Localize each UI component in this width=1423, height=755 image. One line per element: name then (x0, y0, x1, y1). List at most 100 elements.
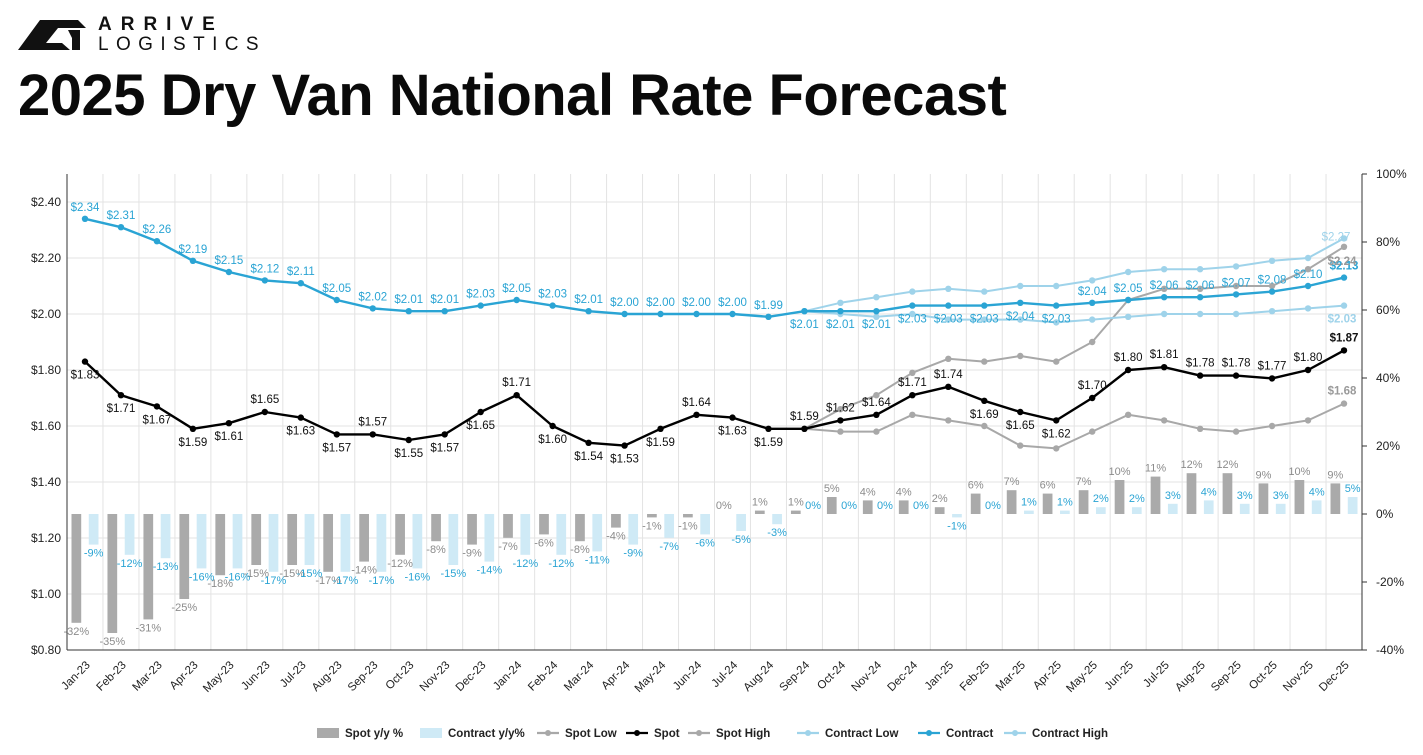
spot-yoy-bar (862, 500, 873, 514)
spot-value-label: $1.64 (862, 397, 891, 409)
spot-point (657, 425, 664, 432)
contract-low-point (1017, 316, 1024, 323)
x-tick-label: Feb-23 (95, 659, 129, 693)
y-left-tick-label: $1.20 (31, 531, 61, 545)
x-tick-label: Jul-23 (278, 659, 309, 690)
contract-yoy-label: 0% (877, 500, 893, 512)
contract-low-point (909, 310, 916, 318)
spot-point (621, 442, 628, 449)
spot-yoy-label: -12% (387, 558, 413, 570)
spot-low-point (1196, 425, 1204, 432)
spot-point (585, 439, 592, 446)
x-tick-label: Feb-25 (958, 659, 992, 693)
spot-value-label: $1.59 (790, 411, 819, 423)
contract-yoy-bar (592, 514, 603, 552)
spot-point (1017, 408, 1024, 416)
spot-yoy-label: -9% (462, 548, 482, 560)
contract-yoy-label: -16% (405, 571, 431, 583)
spot-point (1089, 394, 1096, 402)
x-tick-label: May-25 (1064, 659, 1100, 695)
contract-yoy-label: -1% (947, 520, 967, 532)
x-tick-label: Nov-23 (418, 659, 453, 694)
contract-yoy-bar (1347, 497, 1358, 514)
spot-yoy-label: -18% (207, 578, 233, 590)
contract-low-point (981, 316, 988, 323)
x-tick-label: Mar-24 (562, 659, 597, 694)
spot-value-label: $1.71 (107, 403, 136, 415)
spot-yoy-label: 10% (1109, 466, 1131, 478)
x-tick-label: Nov-25 (1281, 659, 1316, 694)
x-tick-label: Jun-24 (671, 659, 705, 693)
spot-yoy-bar (790, 510, 801, 514)
contract-yoy-label: -7% (659, 541, 679, 553)
spot-yoy-label: -31% (135, 622, 161, 634)
contract-value-label: $2.01 (826, 319, 855, 331)
contract-point (693, 310, 700, 318)
contract-point (549, 302, 556, 309)
contract-high-point (1304, 254, 1312, 262)
arrive-logo-icon (18, 20, 86, 50)
contract-yoy-label: -13% (153, 561, 179, 573)
spot-point (873, 411, 880, 418)
spot-low-point (1124, 411, 1132, 418)
contract-high-point (1124, 268, 1132, 276)
x-tick-label: Mar-23 (130, 659, 164, 693)
spot-yoy-label: 6% (968, 480, 984, 492)
contract-value-label: $2.10 (1294, 269, 1323, 281)
x-tick-label: Sep-23 (346, 659, 381, 694)
legend-label-contract-low: Contract Low (825, 728, 899, 740)
spot-high-point (1268, 282, 1276, 290)
contract-yoy-bar (1024, 510, 1034, 514)
contract-point (909, 302, 916, 309)
spot-high-point (1340, 243, 1348, 250)
spot-high-point (909, 369, 916, 376)
spot-yoy-label: 9% (1327, 469, 1343, 481)
spot-point (1232, 372, 1240, 379)
x-tick-label: Apr-24 (599, 659, 632, 692)
contract-point (1340, 274, 1348, 281)
contract-yoy-label: 4% (1201, 486, 1217, 498)
contract-point (1196, 294, 1204, 301)
contract-point (621, 310, 628, 318)
contract-yoy-label: -16% (225, 571, 251, 583)
contract-yoy-bar (520, 514, 531, 555)
contract-point (333, 296, 340, 304)
contract-value-label: $2.05 (502, 283, 531, 295)
spot-yoy-bar (251, 514, 262, 565)
contract-yoy-label: -14% (476, 565, 502, 577)
spot-yoy-label: 1% (752, 497, 768, 509)
contract-yoy-label: 3% (1237, 490, 1253, 502)
contract-point (369, 305, 376, 312)
spot-yoy-bar (1042, 493, 1053, 514)
contract-yoy-label: 1% (1057, 497, 1073, 509)
contract-point (261, 277, 269, 284)
spot-value-label: $1.63 (286, 426, 315, 438)
spot-yoy-bar (431, 514, 441, 542)
spot-high-end-label: $2.24 (1328, 256, 1357, 268)
contract-value-label: $2.11 (287, 266, 315, 278)
spot-yoy-bar (395, 514, 405, 555)
spot-high-point (981, 358, 988, 365)
contract-point (1268, 288, 1276, 295)
contract-value-label: $2.31 (107, 210, 136, 222)
x-tick-label: Dec-25 (1317, 659, 1352, 694)
contract-low-point (1196, 310, 1204, 318)
legend-label-contract-high: Contract High (1032, 728, 1108, 740)
spot-value-label: $1.65 (1006, 420, 1035, 432)
y-left-tick-label: $0.80 (31, 643, 61, 657)
contract-yoy-label: 0% (805, 500, 821, 512)
contract-yoy-label: -3% (767, 527, 787, 539)
spot-high-point (1053, 358, 1060, 365)
legend-label-spot-low: Spot Low (565, 728, 617, 740)
contract-point (117, 224, 125, 231)
contract-point (1124, 296, 1132, 304)
contract-high-point (1089, 277, 1096, 284)
legend-label-contract-y-y: Contract y/y% (448, 728, 525, 740)
contract-high-point (1340, 235, 1348, 242)
spot-point (333, 431, 340, 438)
x-tick-label: Aug-24 (742, 659, 777, 694)
spot-point (1268, 375, 1276, 382)
spot-value-label: $1.59 (179, 437, 208, 449)
spot-point (837, 417, 844, 424)
contract-point (729, 310, 736, 318)
